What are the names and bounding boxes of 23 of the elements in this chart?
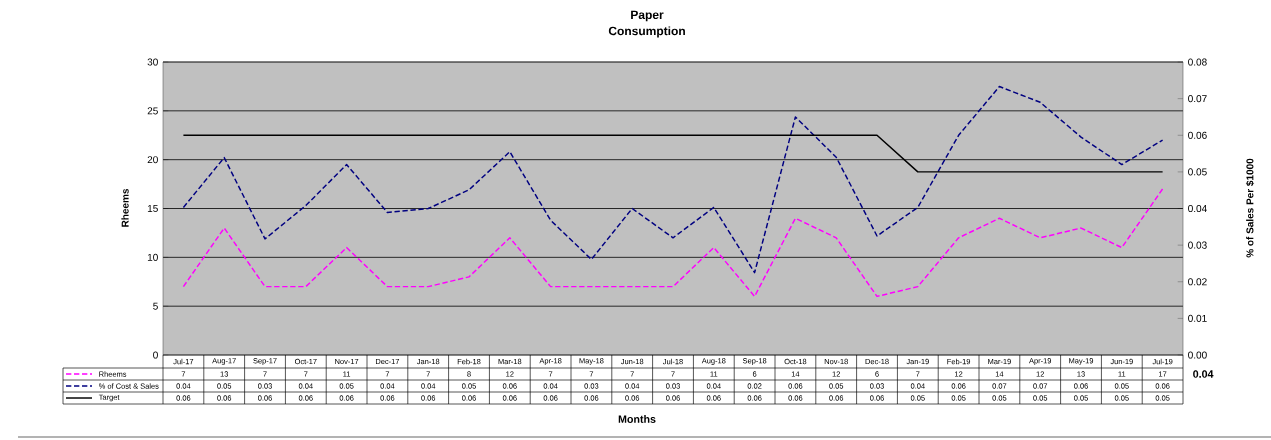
y-tick-label: 15 — [147, 205, 158, 212]
y-tick-label: 20 — [147, 156, 158, 164]
chart-title: Paper — [631, 10, 664, 22]
y2-tick-label: 0.02 — [1188, 278, 1207, 286]
x-axis-title: Months — [618, 415, 656, 423]
y-axis-title: Rheems — [121, 188, 129, 227]
y2-tick-label: 0.06 — [1188, 131, 1207, 139]
y2-tick-label: 0.07 — [1188, 95, 1207, 103]
text: 0.04 — [1193, 370, 1214, 378]
y-tick-label: 0 — [153, 351, 158, 359]
y2-tick-label: 0.04 — [1188, 204, 1207, 213]
line-series — [182, 85, 1164, 274]
y2-tick-label: 0.05 — [1188, 168, 1207, 176]
y2-tick-label: 0.00 — [1188, 351, 1207, 359]
y2-axis-title: % of Sales Per $1000 — [1245, 158, 1255, 258]
y2-tick-label: 0.08 — [1188, 58, 1207, 66]
y-tick-label: 25 — [147, 107, 158, 115]
y-tick-label: 10 — [147, 253, 158, 261]
y2-tick-label: 0.03 — [1188, 241, 1207, 249]
y-tick-label: 30 — [147, 58, 158, 66]
y-tick-label: 5 — [153, 302, 158, 310]
y2-tick-label: 0.01 — [1188, 314, 1207, 322]
chart-subtitle: Consumption — [608, 26, 685, 38]
